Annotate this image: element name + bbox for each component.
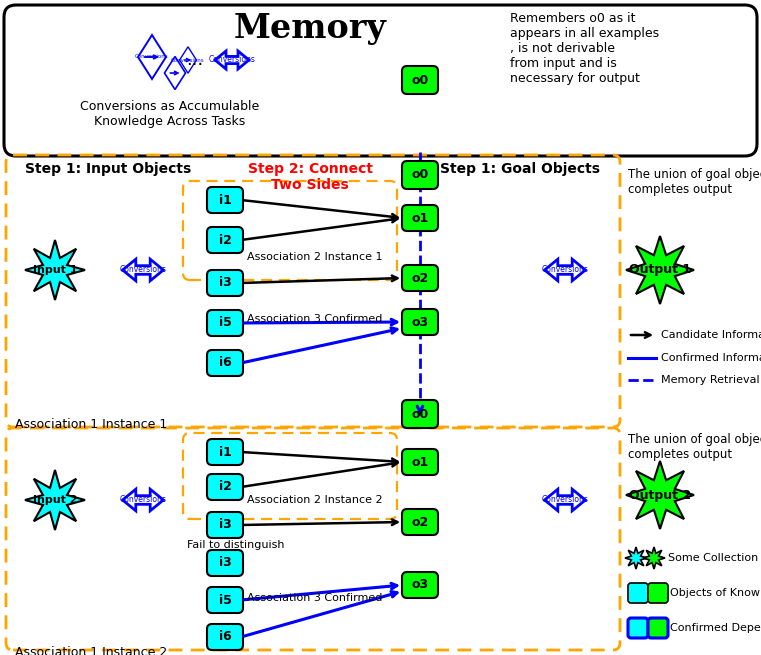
Text: Fail to distinguish: Fail to distinguish bbox=[187, 540, 285, 550]
Text: Association 1 Instance 1: Association 1 Instance 1 bbox=[15, 418, 167, 431]
Polygon shape bbox=[643, 547, 665, 569]
Text: i6: i6 bbox=[218, 631, 231, 643]
Text: Confirmed Dependencies: Confirmed Dependencies bbox=[670, 623, 761, 633]
Text: o1: o1 bbox=[412, 455, 428, 468]
Text: Memory: Memory bbox=[234, 12, 387, 45]
FancyBboxPatch shape bbox=[402, 265, 438, 291]
FancyBboxPatch shape bbox=[207, 227, 243, 253]
FancyBboxPatch shape bbox=[402, 509, 438, 535]
FancyBboxPatch shape bbox=[402, 309, 438, 335]
FancyBboxPatch shape bbox=[402, 205, 438, 231]
Text: i2: i2 bbox=[218, 481, 231, 493]
FancyBboxPatch shape bbox=[628, 583, 648, 603]
Text: Conversions: Conversions bbox=[135, 54, 169, 60]
Text: o0: o0 bbox=[412, 168, 428, 181]
FancyBboxPatch shape bbox=[402, 400, 438, 428]
Text: Association 2 Instance 1: Association 2 Instance 1 bbox=[247, 252, 383, 262]
Text: Conversions: Conversions bbox=[119, 495, 167, 504]
Text: The union of goal objects
completes output: The union of goal objects completes outp… bbox=[628, 433, 761, 461]
Text: Conversions: Conversions bbox=[171, 58, 205, 62]
Text: o2: o2 bbox=[412, 515, 428, 529]
Text: i5: i5 bbox=[218, 316, 231, 329]
Text: i6: i6 bbox=[218, 356, 231, 369]
FancyBboxPatch shape bbox=[402, 66, 438, 94]
FancyBboxPatch shape bbox=[207, 512, 243, 538]
Polygon shape bbox=[626, 236, 694, 304]
Text: Step 1: Input Objects: Step 1: Input Objects bbox=[25, 162, 191, 176]
Polygon shape bbox=[25, 470, 85, 530]
Text: Confirmed Information Flow: Confirmed Information Flow bbox=[661, 353, 761, 363]
Text: Remembers o0 as it
appears in all examples
, is not derivable
from input and is
: Remembers o0 as it appears in all exampl… bbox=[510, 12, 659, 85]
FancyBboxPatch shape bbox=[648, 618, 668, 638]
Text: i3: i3 bbox=[218, 519, 231, 531]
Text: i3: i3 bbox=[218, 557, 231, 569]
FancyBboxPatch shape bbox=[207, 587, 243, 613]
Text: Step 1: Goal Objects: Step 1: Goal Objects bbox=[440, 162, 600, 176]
Text: i1: i1 bbox=[218, 445, 231, 458]
Text: Step 2: Connect
Two Sides: Step 2: Connect Two Sides bbox=[247, 162, 372, 192]
Text: Input 2: Input 2 bbox=[33, 495, 78, 505]
Text: Association 3 Confirmed: Association 3 Confirmed bbox=[247, 593, 383, 603]
Text: Conversions: Conversions bbox=[542, 495, 588, 504]
Text: Conversions: Conversions bbox=[119, 265, 167, 274]
FancyBboxPatch shape bbox=[402, 161, 438, 189]
Text: Conversions: Conversions bbox=[542, 265, 588, 274]
Text: Some Collection of Objects: Some Collection of Objects bbox=[668, 553, 761, 563]
Text: ...: ... bbox=[186, 51, 204, 69]
Polygon shape bbox=[625, 547, 647, 569]
Text: The union of goal objects
completes output: The union of goal objects completes outp… bbox=[628, 168, 761, 196]
Text: Conversions: Conversions bbox=[209, 56, 256, 64]
Text: o1: o1 bbox=[412, 212, 428, 225]
Text: i1: i1 bbox=[218, 193, 231, 206]
Polygon shape bbox=[626, 461, 694, 529]
Text: Association 1 Instance 2: Association 1 Instance 2 bbox=[15, 646, 167, 655]
Text: Conversions as Accumulable
Knowledge Across Tasks: Conversions as Accumulable Knowledge Acr… bbox=[81, 100, 260, 128]
Text: o3: o3 bbox=[412, 578, 428, 591]
FancyBboxPatch shape bbox=[207, 474, 243, 500]
FancyBboxPatch shape bbox=[628, 618, 648, 638]
Text: i5: i5 bbox=[218, 593, 231, 607]
Text: i3: i3 bbox=[218, 276, 231, 290]
FancyBboxPatch shape bbox=[207, 350, 243, 376]
FancyBboxPatch shape bbox=[207, 187, 243, 213]
FancyBboxPatch shape bbox=[648, 583, 668, 603]
Text: Memory Retrieval: Memory Retrieval bbox=[661, 375, 759, 385]
Text: o0: o0 bbox=[412, 407, 428, 421]
Text: Output 2: Output 2 bbox=[629, 489, 691, 502]
FancyBboxPatch shape bbox=[402, 572, 438, 598]
Text: Objects of Known Concepts: Objects of Known Concepts bbox=[670, 588, 761, 598]
Text: Candidate Information Flow/Association: Candidate Information Flow/Association bbox=[661, 330, 761, 340]
FancyBboxPatch shape bbox=[207, 624, 243, 650]
Text: Output 1: Output 1 bbox=[629, 263, 691, 276]
FancyBboxPatch shape bbox=[207, 439, 243, 465]
Text: o3: o3 bbox=[412, 316, 428, 329]
FancyBboxPatch shape bbox=[207, 550, 243, 576]
FancyBboxPatch shape bbox=[4, 5, 757, 156]
FancyBboxPatch shape bbox=[402, 449, 438, 475]
Text: o0: o0 bbox=[412, 73, 428, 86]
Text: Input 1: Input 1 bbox=[33, 265, 78, 275]
Text: i2: i2 bbox=[218, 233, 231, 246]
Text: o2: o2 bbox=[412, 272, 428, 284]
Polygon shape bbox=[25, 240, 85, 300]
FancyBboxPatch shape bbox=[207, 310, 243, 336]
Text: Association 3 Confirmed: Association 3 Confirmed bbox=[247, 314, 383, 324]
FancyBboxPatch shape bbox=[207, 270, 243, 296]
Text: Association 2 Instance 2: Association 2 Instance 2 bbox=[247, 495, 383, 505]
